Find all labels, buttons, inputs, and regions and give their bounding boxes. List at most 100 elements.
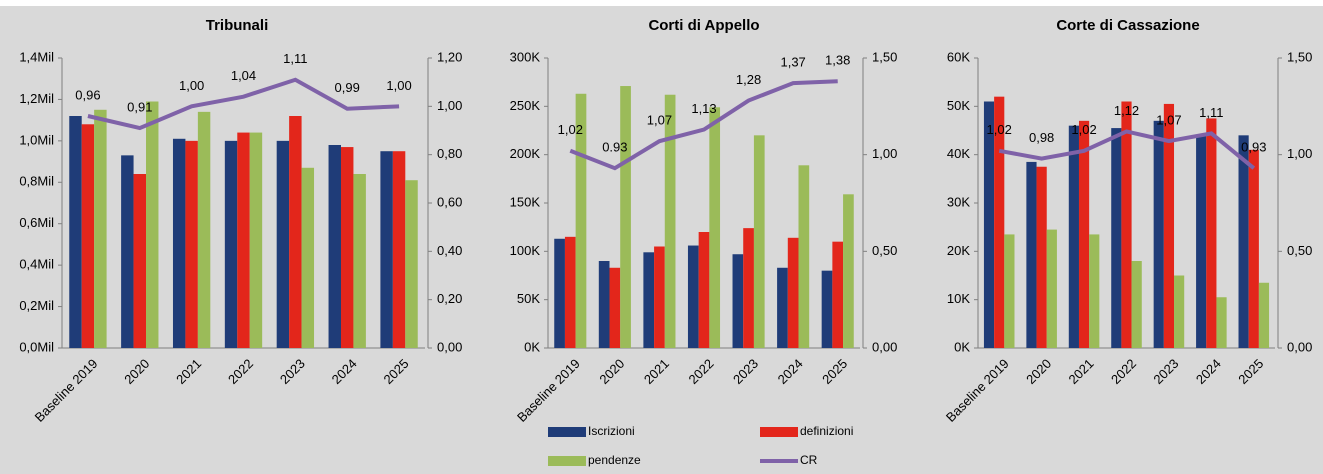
bar bbox=[1238, 135, 1249, 348]
x-tick-label: 2025 bbox=[381, 356, 412, 387]
y-tick-label: 40K bbox=[947, 146, 970, 161]
bar bbox=[1089, 234, 1100, 348]
value-label: 0,98 bbox=[1029, 130, 1054, 145]
value-label: 1,28 bbox=[736, 72, 761, 87]
bar bbox=[1248, 149, 1259, 348]
y2-tick-label: 1,20 bbox=[437, 49, 462, 64]
bar bbox=[1153, 120, 1164, 348]
y2-tick-label: 1,50 bbox=[872, 49, 897, 64]
bar bbox=[133, 174, 147, 348]
bar bbox=[69, 116, 82, 348]
x-tick-label: 2020 bbox=[1023, 356, 1054, 387]
x-tick-label: 2021 bbox=[1066, 356, 1097, 387]
bar bbox=[380, 151, 393, 348]
bar bbox=[687, 245, 699, 348]
y-tick-label: 300K bbox=[510, 49, 541, 64]
bar bbox=[146, 101, 159, 348]
bar bbox=[328, 145, 341, 348]
y-tick-label: 100K bbox=[510, 243, 541, 258]
top-strip bbox=[0, 0, 1323, 6]
y2-tick-label: 1,50 bbox=[1287, 49, 1312, 64]
y2-tick-label: 0,00 bbox=[1287, 339, 1312, 354]
y2-tick-label: 0,60 bbox=[437, 194, 462, 209]
bar bbox=[94, 109, 107, 349]
bar bbox=[224, 140, 238, 348]
bar bbox=[643, 252, 655, 348]
bar bbox=[1026, 161, 1037, 348]
bar bbox=[1258, 282, 1270, 348]
y2-tick-label: 0,40 bbox=[437, 243, 462, 258]
bar bbox=[289, 116, 302, 348]
bar bbox=[121, 155, 134, 348]
value-label: 0,96 bbox=[75, 87, 100, 102]
value-label: 1,02 bbox=[558, 122, 583, 137]
y-tick-label: 0K bbox=[954, 339, 970, 354]
y2-tick-label: 1,00 bbox=[872, 146, 897, 161]
y2-tick-label: 0,50 bbox=[1287, 243, 1312, 258]
bar bbox=[654, 246, 665, 348]
bar bbox=[1078, 120, 1090, 348]
y2-tick-label: 0,20 bbox=[437, 291, 462, 306]
value-label: 1,37 bbox=[780, 55, 805, 70]
legend-label: definizioni bbox=[800, 424, 853, 438]
x-tick-label: 2024 bbox=[329, 356, 360, 387]
x-tick-label: 2022 bbox=[225, 356, 256, 387]
bar bbox=[197, 111, 211, 348]
bar bbox=[1121, 101, 1132, 348]
y-tick-label: 1,4Mil bbox=[19, 49, 54, 64]
bar bbox=[301, 167, 315, 348]
y-tick-label: 1,0Mil bbox=[19, 132, 54, 147]
value-label: 1,13 bbox=[691, 101, 716, 116]
cr-line bbox=[569, 79, 838, 171]
bar bbox=[1163, 103, 1175, 349]
bar bbox=[798, 165, 810, 348]
y-tick-label: 10K bbox=[947, 291, 970, 306]
y-tick-label: 0,0Mil bbox=[19, 339, 54, 354]
bar bbox=[405, 180, 418, 348]
bar bbox=[1174, 275, 1185, 348]
y-tick-label: 0,8Mil bbox=[19, 174, 54, 189]
value-label: 1,07 bbox=[1156, 113, 1181, 128]
value-label: 1,00 bbox=[386, 78, 411, 93]
bar bbox=[564, 236, 576, 348]
y2-tick-label: 0,50 bbox=[872, 243, 897, 258]
y2-tick-label: 0,00 bbox=[437, 339, 462, 354]
legend-swatch bbox=[548, 427, 586, 437]
bar bbox=[609, 267, 621, 348]
y2-tick-label: 0,80 bbox=[437, 146, 462, 161]
bar bbox=[732, 254, 744, 348]
bar bbox=[185, 140, 198, 348]
x-tick-label: 2024 bbox=[1193, 356, 1224, 387]
bar bbox=[753, 135, 765, 348]
value-label: 1,11 bbox=[283, 51, 307, 66]
bar bbox=[1004, 234, 1015, 348]
x-tick-label: 2021 bbox=[173, 356, 204, 387]
value-label: 1,02 bbox=[987, 122, 1012, 137]
chart-title: Corte di Cassazione bbox=[1056, 17, 1199, 34]
y2-tick-label: 0,00 bbox=[872, 339, 897, 354]
bar bbox=[983, 101, 995, 348]
bar bbox=[172, 138, 186, 348]
y-tick-label: 1,2Mil bbox=[19, 91, 54, 106]
legend-swatch bbox=[760, 427, 798, 437]
bar bbox=[237, 132, 250, 348]
x-tick-label: Baseline 2019 bbox=[514, 356, 583, 425]
bar bbox=[392, 151, 406, 348]
bar bbox=[1206, 118, 1217, 349]
bar bbox=[698, 232, 710, 348]
y-tick-label: 0,4Mil bbox=[19, 257, 54, 272]
bar bbox=[81, 124, 95, 349]
bar bbox=[1196, 135, 1207, 348]
cr-line bbox=[87, 77, 400, 131]
legend-label: pendenze bbox=[588, 453, 641, 467]
bar bbox=[340, 147, 354, 348]
x-tick-label: 2020 bbox=[596, 356, 627, 387]
x-tick-label: 2023 bbox=[730, 356, 761, 387]
value-label: 1,04 bbox=[231, 68, 256, 83]
value-label: 0.93 bbox=[602, 140, 627, 155]
x-tick-label: 2024 bbox=[775, 356, 806, 387]
y-tick-label: 0K bbox=[524, 339, 540, 354]
x-tick-label: 2025 bbox=[819, 356, 850, 387]
value-label: 0,93 bbox=[1241, 140, 1266, 155]
y2-tick-label: 1,00 bbox=[437, 98, 462, 113]
